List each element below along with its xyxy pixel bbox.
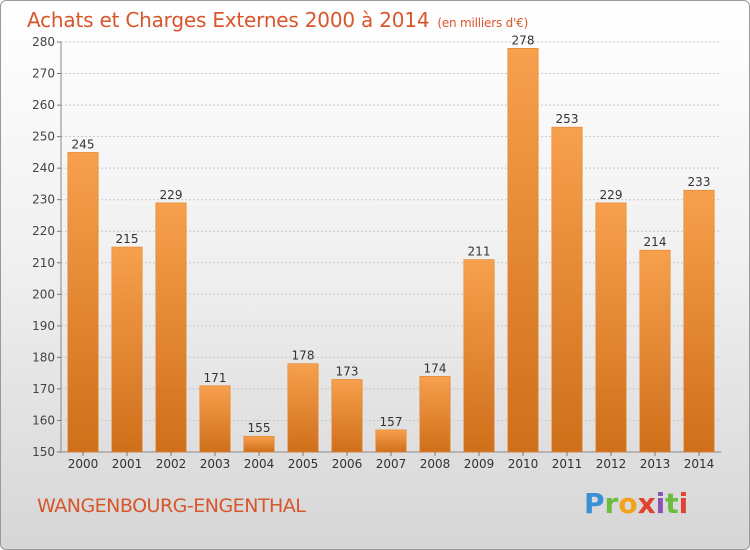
bar-value-label: 173 — [336, 364, 359, 378]
x-tick-label: 2013 — [640, 457, 671, 471]
x-tick-label: 2005 — [288, 457, 319, 471]
bar — [419, 376, 451, 453]
bar-value-label: 245 — [72, 137, 95, 151]
bar-value-label: 253 — [556, 112, 579, 126]
y-tick-label: 240 — [32, 161, 55, 175]
x-tick-label: 2014 — [684, 457, 715, 471]
y-tick-label: 270 — [32, 67, 55, 81]
y-tick-label: 210 — [32, 256, 55, 270]
y-tick-label: 190 — [32, 319, 55, 333]
bar — [67, 152, 99, 453]
x-tick-label: 2002 — [156, 457, 187, 471]
bar-value-label: 229 — [160, 188, 183, 202]
bar-value-label: 178 — [292, 349, 315, 363]
logo-letter: x — [637, 487, 656, 520]
bar — [287, 363, 319, 453]
bar — [551, 126, 583, 453]
y-tick-label: 260 — [32, 98, 55, 112]
x-tick-label: 2011 — [552, 457, 583, 471]
logo-letter: P — [584, 487, 605, 520]
x-tick-label: 2006 — [332, 457, 363, 471]
logo-letter: o — [618, 487, 638, 520]
y-tick-label: 180 — [32, 350, 55, 364]
logo-letter: r — [604, 487, 619, 520]
bar-value-label: 278 — [512, 33, 535, 47]
y-tick-label: 230 — [32, 193, 55, 207]
chart-title-text: Achats et Charges Externes 2000 à 2014 — [27, 8, 430, 32]
bar — [507, 48, 539, 453]
logo-letter: i — [678, 487, 689, 520]
bar-value-label: 229 — [600, 188, 623, 202]
y-tick-label: 280 — [32, 35, 55, 49]
y-tick-label: 200 — [32, 287, 55, 301]
y-tick-label: 170 — [32, 382, 55, 396]
chart-subtitle: (en milliers d'€) — [437, 16, 529, 30]
logo-letter: t — [665, 487, 679, 520]
logo-letter: i — [655, 487, 666, 520]
y-tick-label: 150 — [32, 445, 55, 459]
y-tick-label: 220 — [32, 224, 55, 238]
bar — [375, 429, 407, 453]
x-tick-label: 2003 — [200, 457, 231, 471]
bar-value-label: 171 — [204, 371, 227, 385]
bar — [595, 202, 627, 453]
bar — [463, 259, 495, 453]
bar-value-label: 211 — [468, 245, 491, 259]
bar — [331, 379, 363, 453]
bar-value-label: 215 — [116, 232, 139, 246]
proxiti-logo: Proxiti — [584, 487, 688, 520]
x-tick-label: 2001 — [112, 457, 143, 471]
bar — [639, 249, 671, 453]
x-tick-label: 2012 — [596, 457, 627, 471]
bar — [199, 385, 231, 453]
bar-value-label: 174 — [424, 361, 447, 375]
x-tick-label: 2004 — [244, 457, 275, 471]
x-tick-label: 2007 — [376, 457, 407, 471]
bar — [683, 189, 715, 453]
bar — [111, 246, 143, 453]
bar — [155, 202, 187, 453]
y-tick-label: 160 — [32, 413, 55, 427]
bar-value-label: 157 — [380, 415, 403, 429]
x-tick-label: 2008 — [420, 457, 451, 471]
x-tick-label: 2009 — [464, 457, 495, 471]
x-tick-label: 2000 — [68, 457, 99, 471]
bar — [243, 435, 275, 453]
bar-value-label: 214 — [644, 235, 667, 249]
bar-value-label: 155 — [248, 421, 271, 435]
x-tick-label: 2010 — [508, 457, 539, 471]
bar-value-label: 233 — [688, 175, 711, 189]
commune-name: WANGENBOURG-ENGENTHAL — [37, 495, 306, 517]
chart-title: Achats et Charges Externes 2000 à 2014 (e… — [27, 8, 528, 32]
y-tick-label: 250 — [32, 130, 55, 144]
